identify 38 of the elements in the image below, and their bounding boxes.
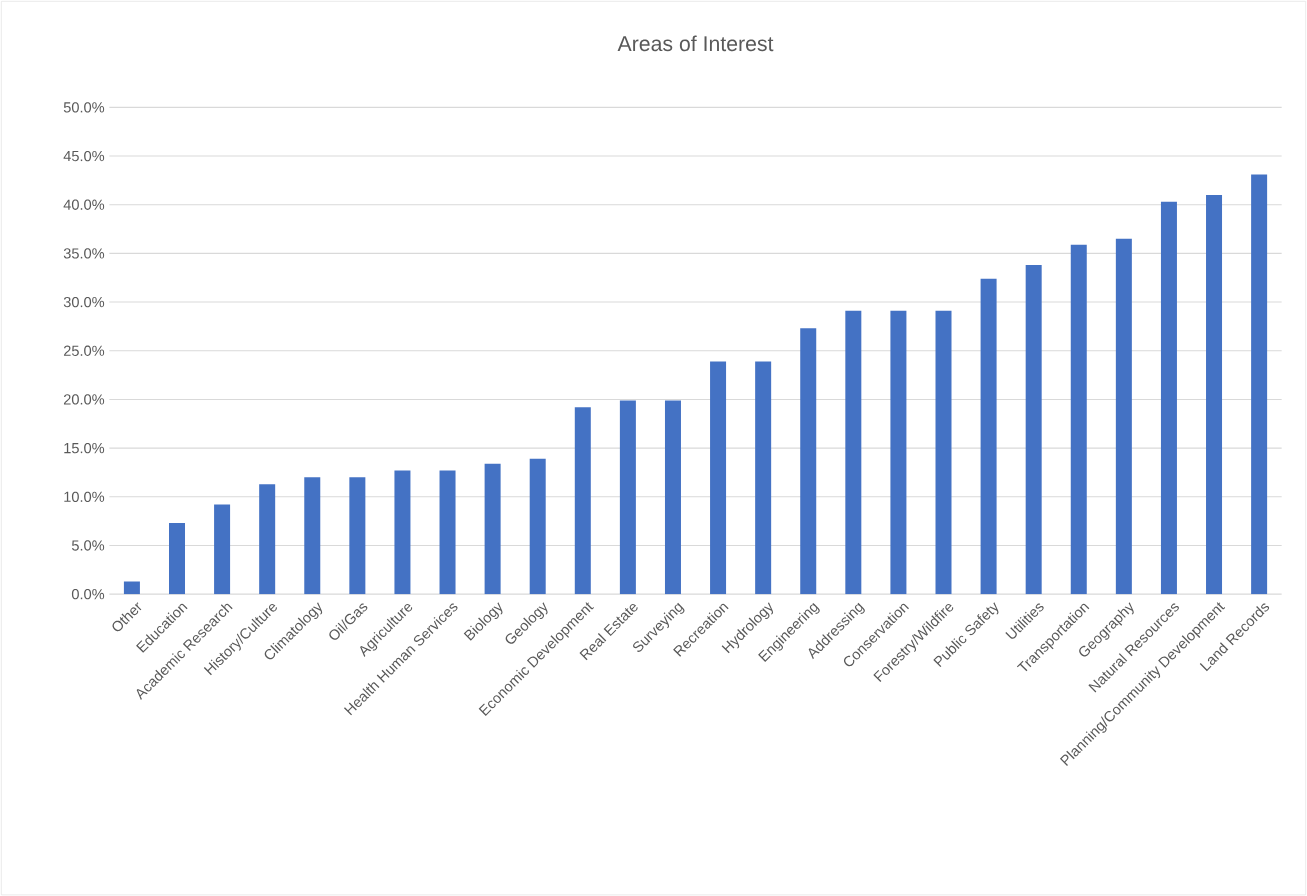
bar: [755, 361, 772, 595]
bar: [935, 310, 952, 595]
bar: [1025, 264, 1042, 595]
bar: [214, 504, 231, 595]
y-tick-label: 10.0%: [64, 491, 105, 502]
bar: [529, 458, 546, 595]
bar: [980, 278, 997, 595]
y-tick-label: 50.0%: [63, 102, 105, 113]
bar: [845, 310, 862, 595]
bar: [619, 400, 636, 595]
bar: [304, 477, 321, 595]
bar: [664, 400, 681, 595]
y-tick-label: 25.0%: [63, 345, 105, 356]
bar: [1206, 194, 1223, 595]
y-tick-label: 20.0%: [63, 394, 105, 405]
bar: [394, 470, 411, 595]
bar: [710, 361, 727, 595]
y-tick-label: 35.0%: [63, 248, 105, 259]
y-tick-label: 0.0%: [71, 588, 105, 600]
y-tick-label: 5.0%: [71, 540, 105, 551]
y-tick-label: 40.0%: [63, 199, 105, 210]
bar: [1070, 244, 1087, 595]
bar: [484, 463, 501, 595]
bar: [169, 522, 186, 595]
bar: [800, 328, 817, 595]
bar: [574, 407, 591, 595]
bar: [1160, 201, 1177, 595]
y-tick-label: 45.0%: [63, 150, 105, 162]
bar: [123, 581, 140, 595]
bar: [439, 470, 456, 595]
y-tick-label: 15.0%: [64, 442, 105, 454]
bar: [1115, 238, 1132, 595]
bar: [259, 484, 276, 595]
chart-title: Areas of Interest: [617, 35, 774, 52]
bar: [1251, 174, 1268, 595]
bar: [890, 310, 907, 595]
y-tick-label: 30.0%: [63, 296, 105, 308]
bar: [349, 477, 366, 595]
